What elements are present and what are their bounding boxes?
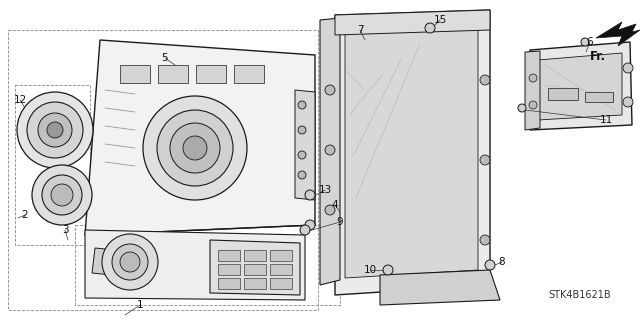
Circle shape bbox=[425, 23, 435, 33]
Polygon shape bbox=[92, 248, 115, 275]
Text: 11: 11 bbox=[600, 115, 612, 125]
Bar bbox=[270, 278, 292, 289]
Text: 5: 5 bbox=[162, 53, 168, 63]
Text: 7: 7 bbox=[356, 25, 364, 35]
Bar bbox=[548, 88, 578, 100]
Circle shape bbox=[17, 92, 93, 168]
Circle shape bbox=[480, 75, 490, 85]
Bar bbox=[218, 278, 240, 289]
Circle shape bbox=[623, 63, 633, 73]
Polygon shape bbox=[335, 10, 490, 295]
Circle shape bbox=[529, 101, 537, 109]
Text: 3: 3 bbox=[61, 225, 68, 235]
Text: 4: 4 bbox=[332, 200, 339, 210]
Bar bbox=[218, 250, 240, 261]
Polygon shape bbox=[234, 65, 264, 83]
Polygon shape bbox=[538, 53, 622, 120]
Circle shape bbox=[623, 97, 633, 107]
Text: 13: 13 bbox=[318, 185, 332, 195]
Circle shape bbox=[581, 38, 589, 46]
Circle shape bbox=[157, 110, 233, 186]
Bar bbox=[218, 264, 240, 275]
Circle shape bbox=[383, 265, 393, 275]
Polygon shape bbox=[345, 26, 478, 278]
Circle shape bbox=[143, 96, 247, 200]
Text: Fr.: Fr. bbox=[590, 50, 606, 63]
Bar bbox=[8, 30, 318, 310]
Text: STK4B1621B: STK4B1621B bbox=[548, 290, 611, 300]
Polygon shape bbox=[320, 18, 340, 285]
Bar bbox=[585, 92, 613, 102]
Polygon shape bbox=[380, 270, 500, 305]
Circle shape bbox=[480, 155, 490, 165]
Polygon shape bbox=[596, 22, 640, 46]
Bar bbox=[270, 264, 292, 275]
Circle shape bbox=[298, 126, 306, 134]
Circle shape bbox=[485, 260, 495, 270]
Polygon shape bbox=[158, 65, 188, 83]
Text: 2: 2 bbox=[22, 210, 28, 220]
Polygon shape bbox=[295, 90, 315, 200]
Polygon shape bbox=[530, 42, 632, 130]
Circle shape bbox=[305, 220, 315, 230]
Circle shape bbox=[102, 234, 158, 290]
Circle shape bbox=[480, 235, 490, 245]
Text: 15: 15 bbox=[433, 15, 447, 25]
Polygon shape bbox=[525, 51, 540, 130]
Bar bbox=[75, 225, 340, 305]
Text: 10: 10 bbox=[364, 265, 376, 275]
Text: 8: 8 bbox=[499, 257, 506, 267]
Circle shape bbox=[170, 123, 220, 173]
Circle shape bbox=[112, 244, 148, 280]
Circle shape bbox=[325, 145, 335, 155]
Circle shape bbox=[298, 171, 306, 179]
Text: 9: 9 bbox=[337, 217, 343, 227]
Text: 12: 12 bbox=[13, 95, 27, 105]
Circle shape bbox=[325, 85, 335, 95]
Text: 6: 6 bbox=[587, 37, 593, 47]
Polygon shape bbox=[196, 65, 226, 83]
Circle shape bbox=[298, 151, 306, 159]
Polygon shape bbox=[210, 240, 300, 295]
Circle shape bbox=[518, 104, 526, 112]
Text: 1: 1 bbox=[137, 300, 143, 310]
Circle shape bbox=[529, 74, 537, 82]
Circle shape bbox=[298, 101, 306, 109]
Circle shape bbox=[51, 184, 73, 206]
Circle shape bbox=[47, 122, 63, 138]
Circle shape bbox=[305, 190, 315, 200]
Circle shape bbox=[325, 205, 335, 215]
Polygon shape bbox=[85, 40, 315, 235]
Circle shape bbox=[27, 102, 83, 158]
Polygon shape bbox=[120, 65, 150, 83]
Polygon shape bbox=[335, 10, 490, 35]
Circle shape bbox=[300, 225, 310, 235]
Circle shape bbox=[32, 165, 92, 225]
Circle shape bbox=[183, 136, 207, 160]
Polygon shape bbox=[85, 230, 305, 300]
Bar bbox=[244, 264, 266, 275]
Bar bbox=[244, 278, 266, 289]
Bar bbox=[270, 250, 292, 261]
Circle shape bbox=[38, 113, 72, 147]
Circle shape bbox=[42, 175, 82, 215]
Circle shape bbox=[120, 252, 140, 272]
Bar bbox=[244, 250, 266, 261]
Bar bbox=[15, 85, 90, 245]
